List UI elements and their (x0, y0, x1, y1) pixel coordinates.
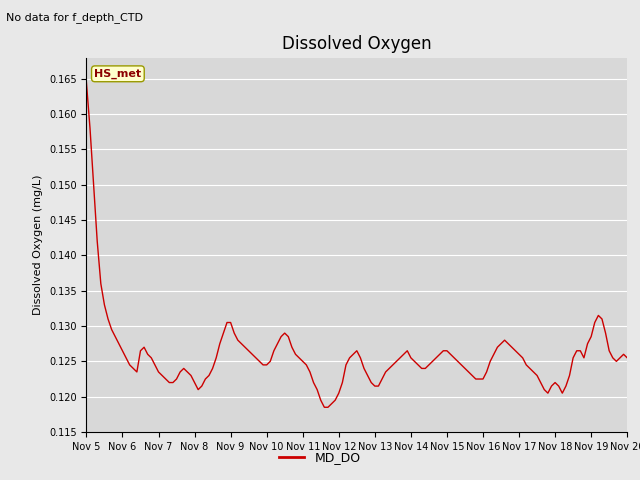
Legend: MD_DO: MD_DO (275, 446, 365, 469)
Text: No data for f_depth_CTD: No data for f_depth_CTD (6, 12, 143, 23)
Y-axis label: Dissolved Oxygen (mg/L): Dissolved Oxygen (mg/L) (33, 175, 44, 315)
Text: HS_met: HS_met (94, 69, 141, 79)
Title: Dissolved Oxygen: Dissolved Oxygen (282, 35, 431, 53)
